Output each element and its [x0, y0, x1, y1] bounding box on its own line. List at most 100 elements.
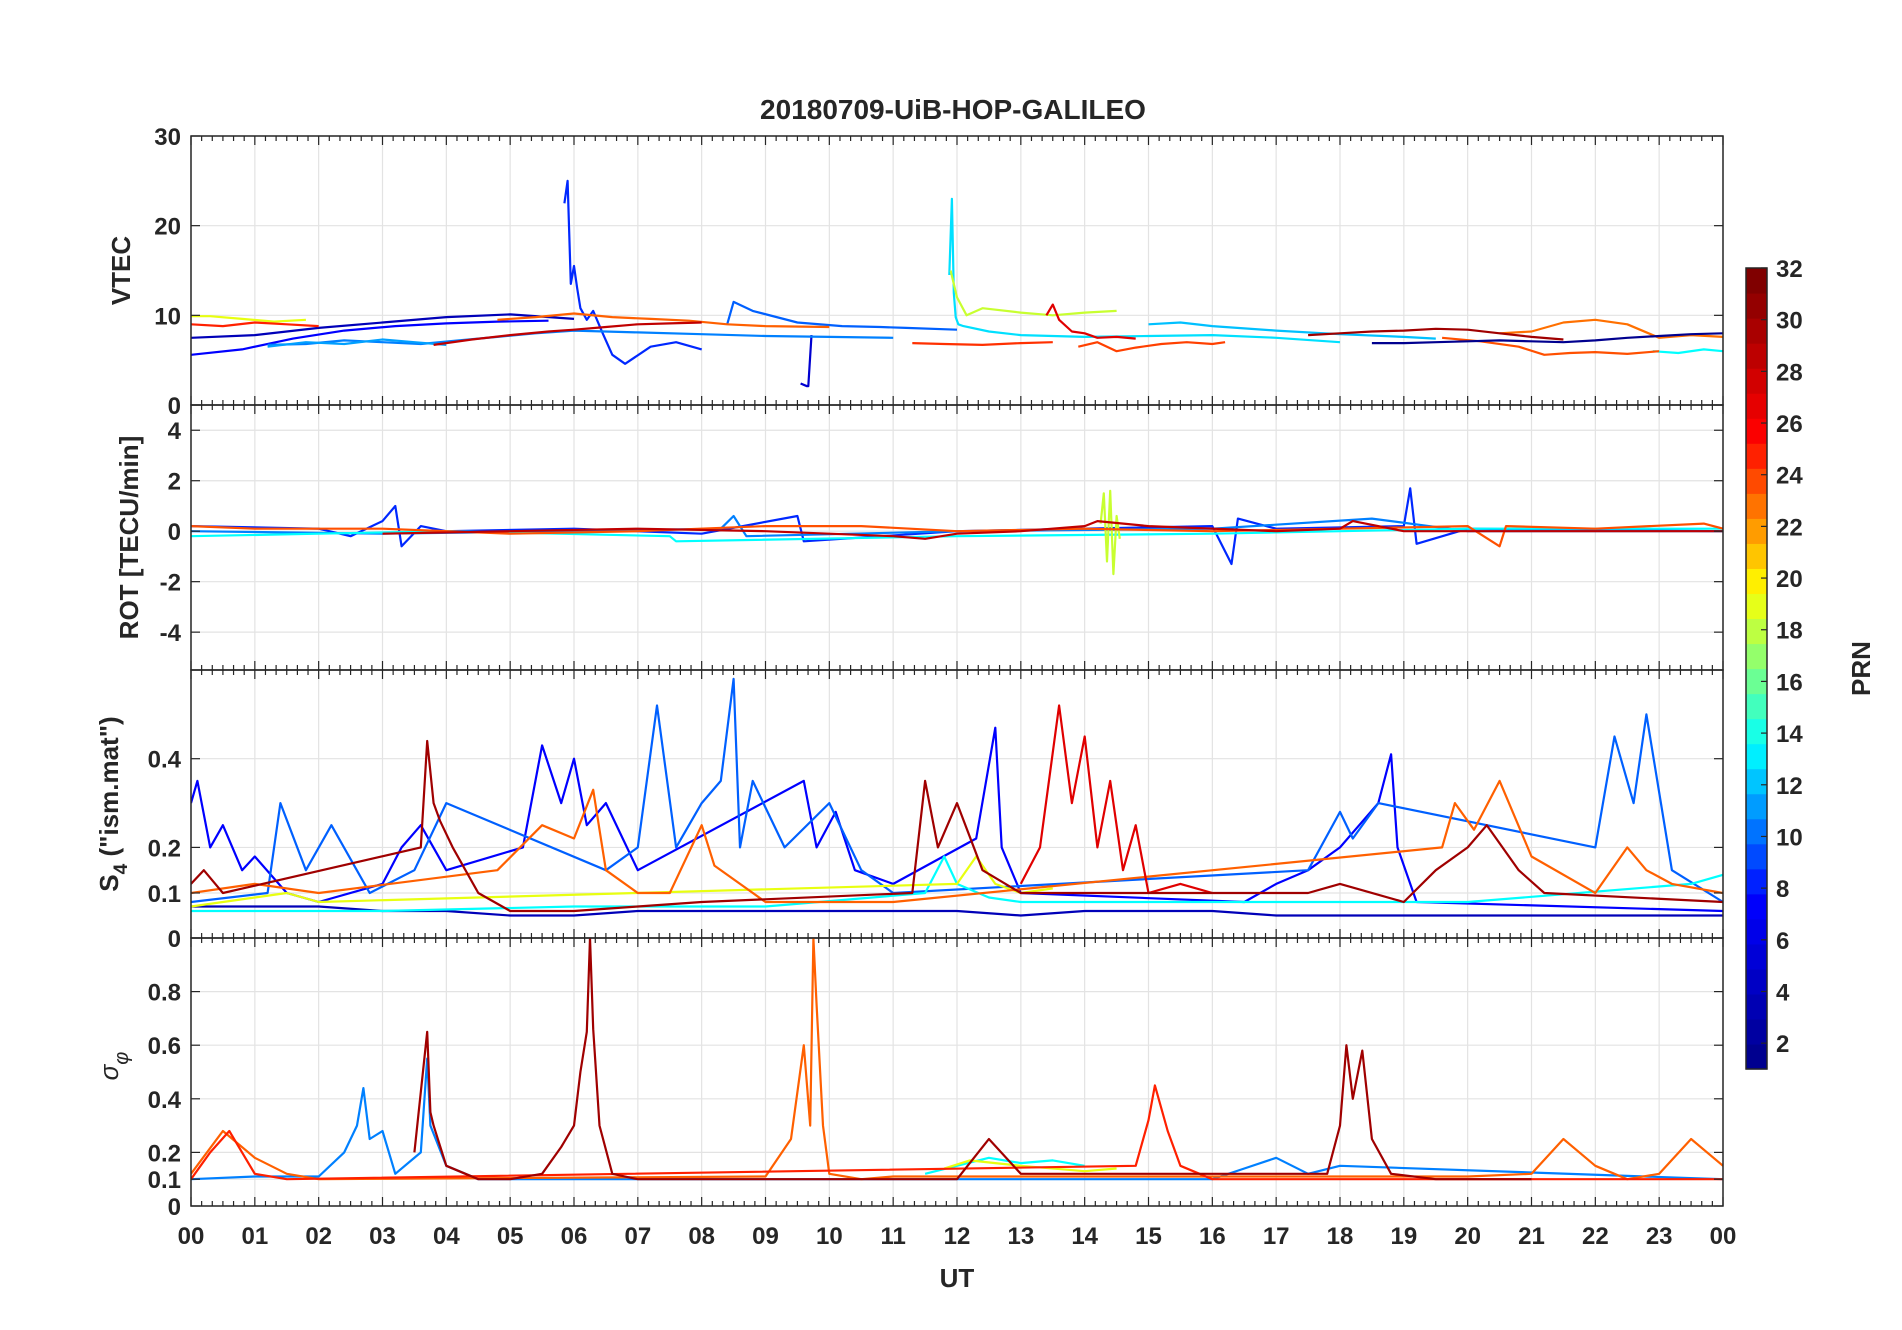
vtec-ytick-label: 20: [154, 214, 181, 241]
vtec-series-line: [1045, 303, 1136, 340]
colorbar-tick-label: 26: [1776, 411, 1803, 438]
x-tick-label: 16: [1199, 1223, 1226, 1250]
sigphi-series-line: [413, 938, 1532, 1181]
vtec-series-group: [191, 179, 1723, 388]
rot-ytick-label: -4: [160, 620, 182, 647]
rot-ytick-label: -2: [160, 570, 181, 597]
x-tick-label: 13: [1007, 1223, 1034, 1250]
colorbar-segment: [1746, 468, 1767, 494]
x-tick-label: 04: [433, 1223, 460, 1250]
s4-ylabel-rest: ("ism.mat"): [94, 716, 124, 863]
rot-panel: -4 -2 0 2 4 ROT [TECU/min]: [114, 404, 1724, 671]
vtec-series-line: [191, 315, 306, 323]
colorbar-segment: [1746, 868, 1767, 895]
sigphi-ytick-label: 0.6: [148, 1033, 181, 1060]
colorbar-tick-label: 4: [1776, 979, 1790, 1006]
sigphi-series-line: [191, 938, 1723, 1181]
colorbar-tick-label: 10: [1776, 824, 1803, 851]
x-tick-label: 15: [1135, 1223, 1162, 1250]
vtec-series-line: [948, 197, 1341, 344]
vtec-series-line: [1441, 336, 1660, 356]
sigphi-series-line: [943, 1159, 1117, 1173]
colorbar-frame: [1745, 267, 1768, 1070]
sigphi-ylabel-sub: φ: [111, 1052, 133, 1065]
colorbar-segment: [1746, 918, 1767, 945]
x-tick-label: 09: [752, 1223, 779, 1250]
vtec-series-line: [912, 341, 1053, 346]
x-tick-label: 14: [1071, 1223, 1098, 1250]
colorbar-segment: [1746, 818, 1767, 845]
x-tick-label: 05: [497, 1223, 524, 1250]
colorbar-segment: [1746, 543, 1767, 569]
colorbar-tick-label: 32: [1776, 256, 1803, 283]
s4-ylabel-main: S: [94, 874, 124, 891]
vtec-series-line: [433, 321, 702, 346]
colorbar-tick-label: 2: [1776, 1031, 1789, 1058]
vtec-series-line: [191, 321, 319, 328]
x-tick-label: 18: [1327, 1223, 1354, 1250]
sigphi-ylabel: σφ: [94, 1052, 133, 1081]
vtec-ylabel: VTEC: [106, 236, 136, 306]
sigphi-ytick-label: 0.1: [148, 1167, 181, 1194]
colorbar-tick-label: 18: [1776, 618, 1803, 645]
vtec-series-line: [800, 335, 813, 388]
colorbar-segment: [1746, 968, 1767, 995]
sigphi-series-group: [191, 938, 1723, 1181]
colorbar-segment: [1746, 718, 1767, 745]
x-tick-label: 12: [944, 1223, 971, 1250]
colorbar-segment: [1746, 668, 1767, 695]
s4-series-line: [191, 677, 1723, 904]
sigphi-panel: 00.10.2 0.4 0.6 0.8 σφ: [94, 937, 1724, 1221]
rot-series-line: [1099, 489, 1121, 576]
x-axis: 00 01 02 03 04 05 06 07 08 09 10 11 12 13 14 15 16 17 18 19…: [178, 1223, 1737, 1293]
colorbar-segment: [1746, 568, 1767, 595]
x-tick-label: 17: [1263, 1223, 1290, 1250]
colorbar-segment: [1746, 618, 1767, 645]
colorbar-segment: [1746, 693, 1767, 720]
colorbar-segment: [1746, 843, 1767, 870]
rot-ytick-label: 2: [168, 469, 181, 496]
chart-title: 20180709-UiB-HOP-GALILEO: [760, 94, 1146, 125]
vtec-series-line: [1652, 348, 1723, 355]
x-tick-label: 00: [1710, 1223, 1737, 1250]
s4-panel: 0 0.1 0.2 0.4 S4 ("ism.mat"): [94, 669, 1724, 953]
colorbar-label: PRN: [1846, 641, 1876, 696]
s4-ylabel: S4 ("ism.mat"): [94, 716, 132, 891]
vtec-series-line: [497, 312, 830, 329]
colorbar-segment: [1746, 368, 1767, 394]
vtec-ytick-label: 30: [154, 124, 181, 151]
s4-series-line: [1019, 704, 1213, 895]
sigphi-ytick-label: 0.2: [148, 1140, 181, 1167]
colorbar-segment: [1746, 743, 1767, 770]
colorbar-segment: [1746, 593, 1767, 620]
colorbar-tick-label: 24: [1776, 463, 1803, 490]
s4-series-line: [191, 739, 1723, 913]
sigphi-ylabel-main: σ: [94, 1063, 124, 1080]
s4-series-line: [191, 779, 1723, 904]
x-tick-label: 22: [1582, 1223, 1609, 1250]
s4-ytick-label: 0.1: [148, 881, 181, 908]
vtec-series-line: [1148, 321, 1436, 340]
colorbar-segment: [1746, 1043, 1767, 1070]
s4-ylabel-sub: 4: [111, 863, 132, 874]
colorbar-segment: [1746, 443, 1767, 469]
colorbar-segment: [1746, 943, 1767, 970]
colorbar-tick-label: 6: [1776, 928, 1789, 955]
x-tick-label: 10: [816, 1223, 843, 1250]
vtec-series-line: [191, 313, 575, 339]
vtec-series-line: [1308, 327, 1564, 341]
colorbar-segment: [1746, 643, 1767, 670]
rot-ylabel: ROT [TECU/min]: [114, 436, 144, 640]
colorbar-tick-label: 8: [1776, 876, 1789, 903]
vtec-series-line: [726, 300, 958, 331]
s4-series-group: [191, 677, 1723, 917]
colorbar-segment: [1746, 493, 1767, 519]
vtec-series-line: [267, 338, 447, 348]
x-tick-label: 19: [1390, 1223, 1417, 1250]
x-tick-label: 03: [369, 1223, 396, 1250]
colorbar-tick-label: 12: [1776, 773, 1803, 800]
x-tick-label: 21: [1518, 1223, 1545, 1250]
rot-ytick-label: 4: [168, 418, 182, 445]
